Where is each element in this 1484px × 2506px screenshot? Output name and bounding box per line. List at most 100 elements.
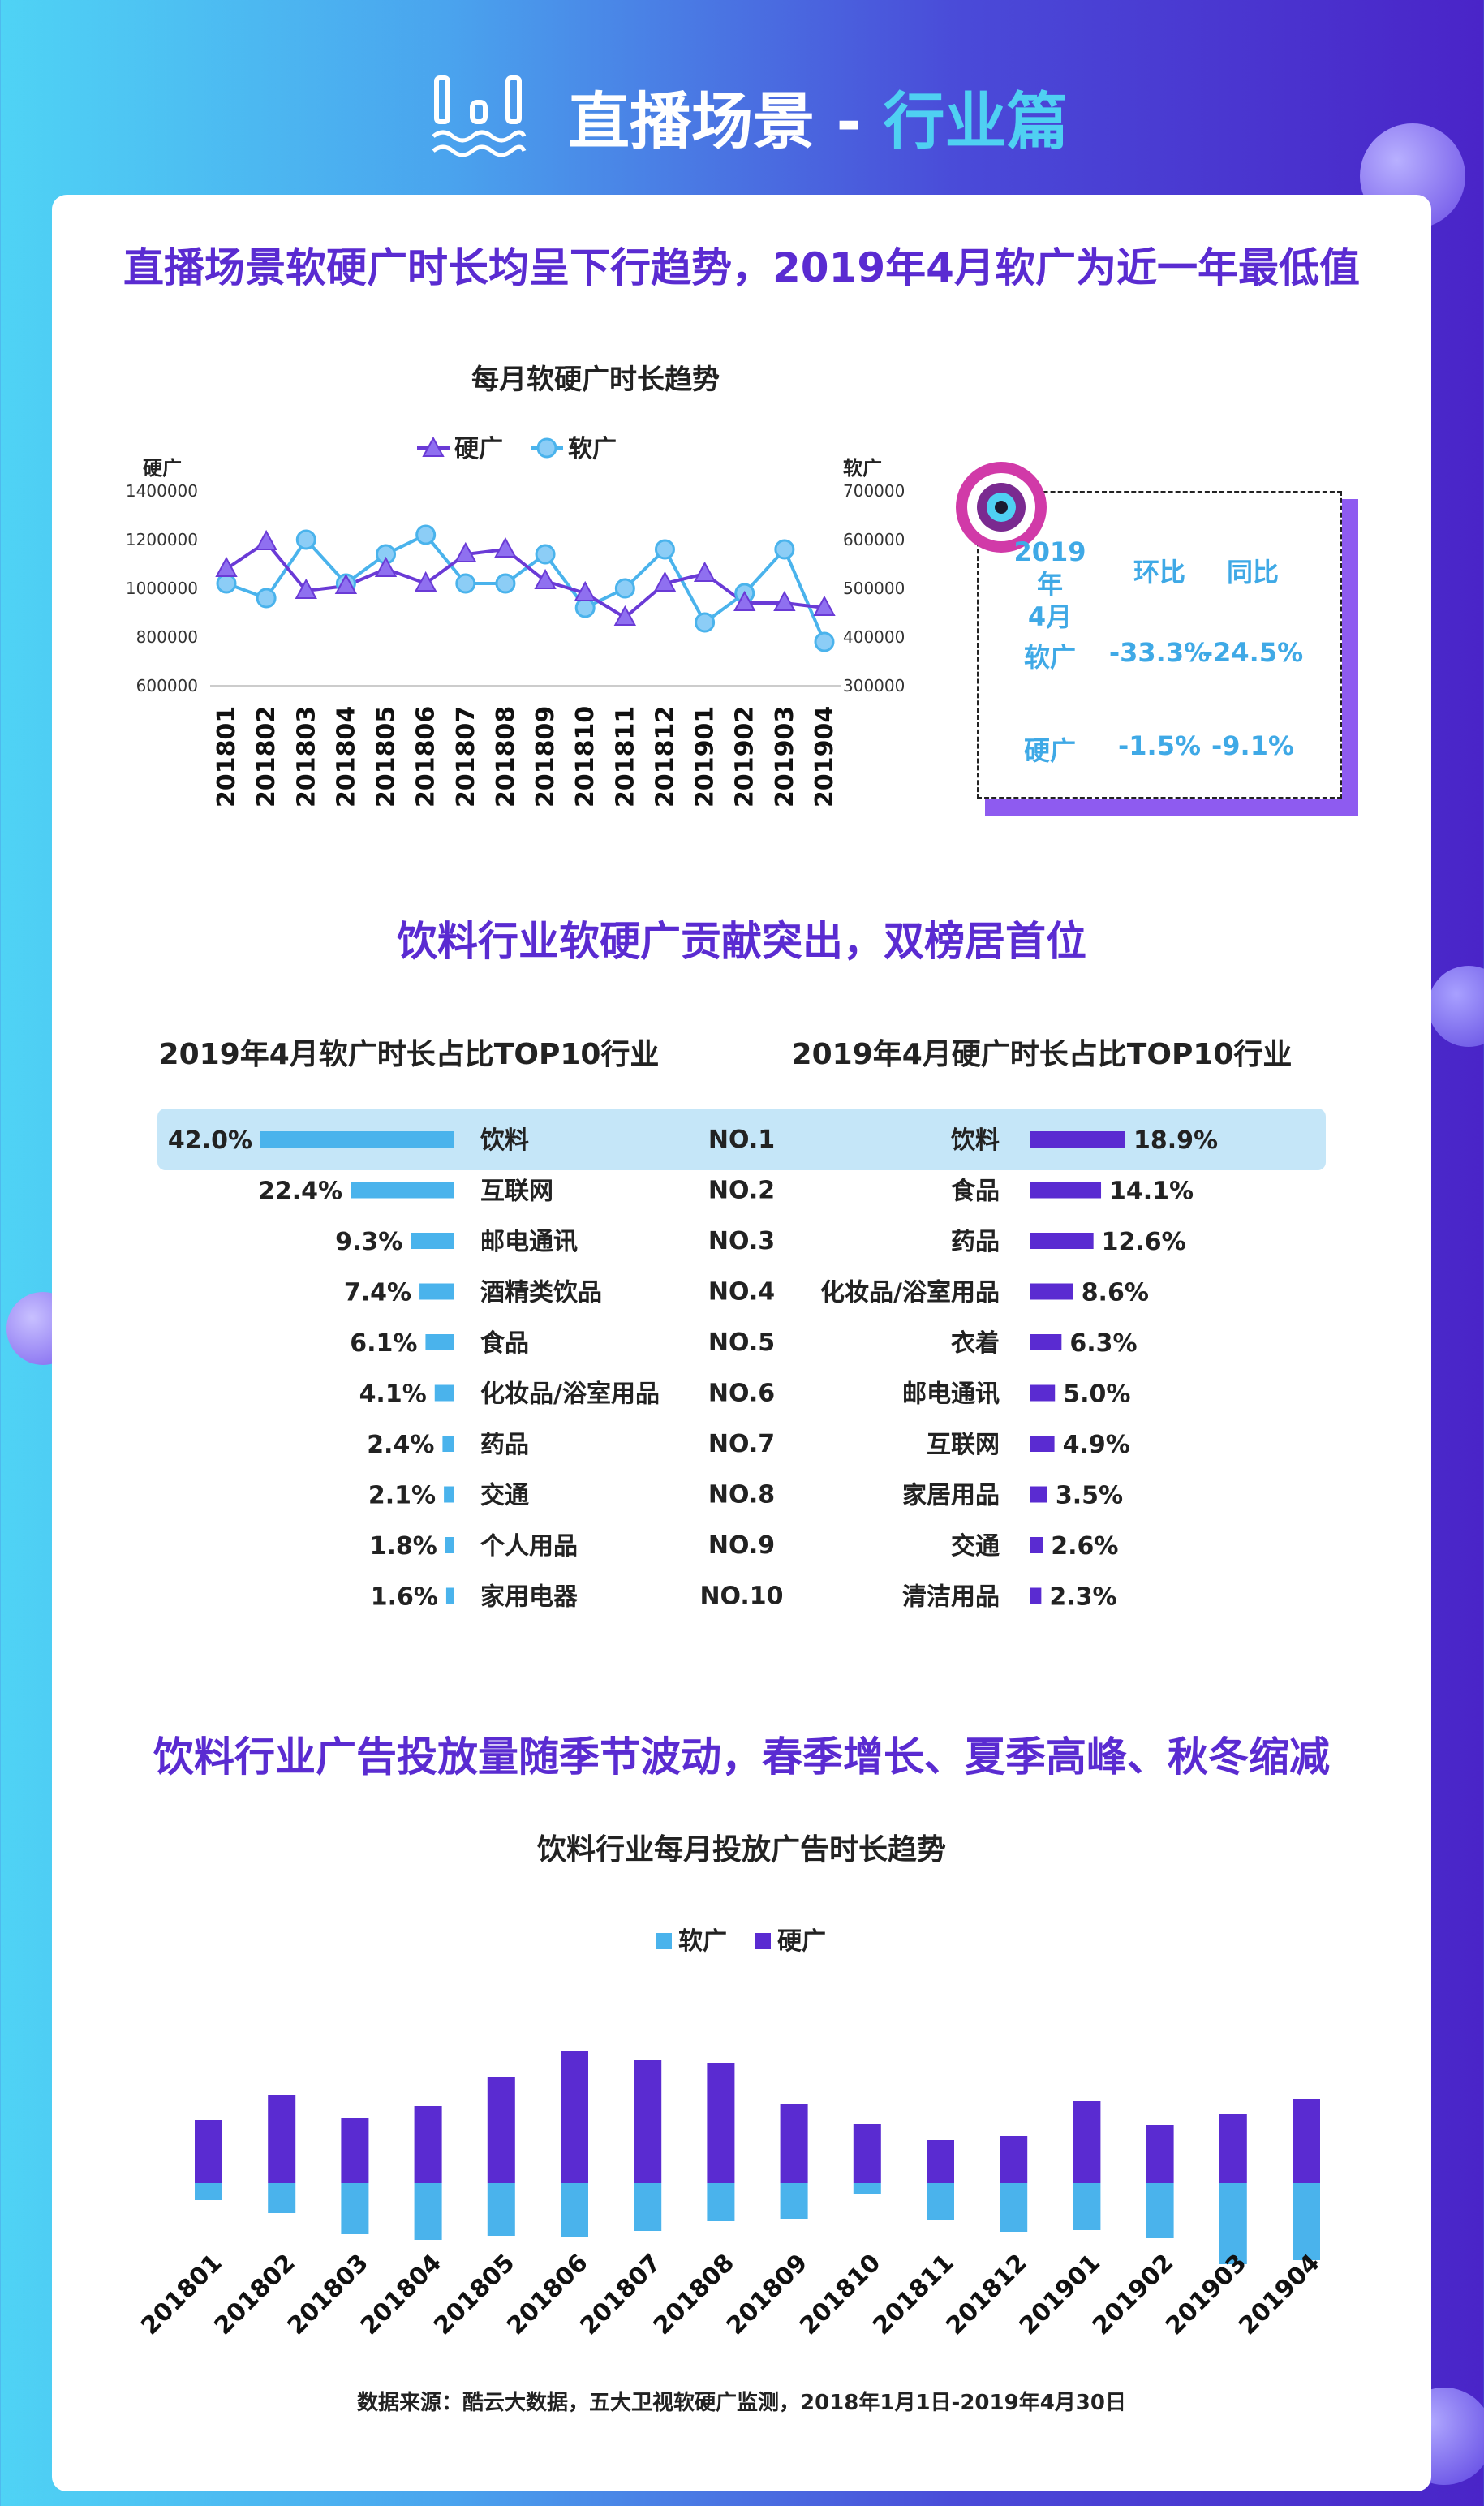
section2-heading: 饮料行业软硬广贡献突出，双榜居首位 <box>397 918 1086 965</box>
soft-data-point <box>295 529 316 550</box>
hard-bar <box>1030 1486 1047 1503</box>
soft-industry-label: 化妆品/浴室用品 <box>480 1380 660 1409</box>
soft-bar <box>411 1233 454 1249</box>
hard-industry-label: 药品 <box>951 1228 1000 1256</box>
x-tick-label: 201903 <box>1160 2249 1252 2340</box>
stats-row-hard-mom: -1.5% <box>1117 730 1202 761</box>
soft-value-label: 2.4% <box>367 1431 434 1459</box>
page-title-accent: 行业篇 <box>883 85 1069 157</box>
x-tick-label: 201809 <box>531 706 560 807</box>
hard-top10-title: 2019年4月硬广时长占比TOP10行业 <box>791 1038 1293 1071</box>
x-tick-label: 201803 <box>282 2249 374 2340</box>
stats-row-hard-yoy: -9.1% <box>1211 730 1295 761</box>
hard-data-point <box>693 561 716 582</box>
y-left-tick-label: 1200000 <box>126 530 198 549</box>
soft-data-point <box>574 597 596 618</box>
legend-soft-label: 软广 <box>568 435 617 463</box>
top10-rank-chart: 42.0% 饮料 NO.1 22.4% 互联网 NO.2 9.3% 邮电通讯 NO.3 7.4% 酒… <box>157 1109 1326 1612</box>
hard-bar <box>487 2077 515 2183</box>
hard-bar <box>1030 1537 1043 1553</box>
eye-target-icon <box>956 462 1047 553</box>
soft-series-line <box>226 532 826 643</box>
soft-data-point <box>654 539 675 560</box>
y-left-axis-label: 硬广 <box>143 457 182 480</box>
hard-series-line <box>225 540 825 620</box>
soft-bar <box>445 1537 454 1553</box>
soft-bar <box>419 1283 454 1300</box>
x-tick-label: 201804 <box>355 2249 447 2340</box>
x-tick-label: 201812 <box>941 2249 1033 2340</box>
hard-bar <box>1073 2101 1101 2183</box>
x-tick-label: 201901 <box>691 706 720 807</box>
x-tick-label: 201902 <box>731 706 759 807</box>
soft-bar <box>561 2183 588 2237</box>
hard-bar <box>1030 1233 1094 1249</box>
soft-bar <box>780 2183 808 2219</box>
hard-bar <box>634 2060 662 2183</box>
soft-value-label: 22.4% <box>258 1178 342 1206</box>
x-tick-label: 201808 <box>648 2249 740 2340</box>
rank-label: NO.5 <box>708 1328 775 1357</box>
soft-value-label: 1.6% <box>371 1583 438 1612</box>
hard-industry-label: 清洁用品 <box>902 1583 1000 1612</box>
x-tick-label: 201801 <box>213 706 241 807</box>
rank-label: NO.3 <box>708 1227 775 1255</box>
hard-data-point <box>255 529 277 550</box>
soft-bar <box>414 2183 442 2240</box>
hard-data-point <box>773 590 796 611</box>
y-right-tick-label: 400000 <box>843 627 905 647</box>
soft-industry-label: 邮电通讯 <box>480 1228 578 1256</box>
hard-bar <box>1000 2136 1028 2183</box>
hard-bar <box>780 2104 808 2183</box>
rank-label: NO.9 <box>708 1531 775 1560</box>
x-tick-label: 201807 <box>575 2249 667 2340</box>
x-tick-label: 201805 <box>428 2249 520 2340</box>
hard-value-label: 12.6% <box>1102 1228 1186 1256</box>
top-rank-highlight-row <box>157 1109 1326 1170</box>
soft-bar <box>1146 2183 1174 2238</box>
hard-value-label: 2.6% <box>1051 1532 1118 1561</box>
page-title: 直播场景 - 行业篇 <box>568 85 1069 157</box>
hard-data-point <box>574 580 596 601</box>
x-tick-label: 201801 <box>135 2249 227 2340</box>
y-right-axis-label: 软广 <box>843 457 882 480</box>
stats-col-mom: 环比 <box>1133 557 1185 588</box>
soft-bar <box>268 2183 296 2213</box>
hard-value-label: 18.9% <box>1133 1126 1218 1155</box>
hard-industry-label: 邮电通讯 <box>902 1380 1000 1409</box>
hard-value-label: 8.6% <box>1082 1279 1149 1307</box>
hard-bar <box>561 2051 588 2183</box>
x-tick-label: 201810 <box>571 706 600 807</box>
hard-data-point <box>813 595 836 616</box>
hard-bar <box>927 2140 954 2183</box>
soft-data-point <box>216 573 237 594</box>
legend-hard-swatch <box>755 1933 771 1949</box>
soft-industry-label: 交通 <box>480 1482 529 1510</box>
legend-triangle-icon <box>422 436 445 457</box>
legend-circle-icon <box>536 437 557 459</box>
soft-industry-label: 药品 <box>480 1431 529 1459</box>
soft-industry-label: 食品 <box>480 1329 529 1358</box>
soft-value-label: 42.0% <box>168 1126 252 1155</box>
hard-industry-label: 化妆品/浴室用品 <box>820 1279 1000 1307</box>
stats-box-panel <box>977 491 1342 799</box>
soft-bar <box>444 1486 454 1503</box>
stats-box: 2019年 4月 环比 同比 软广 -33.3% -24.5% 硬广 -1.5%… <box>953 459 1358 816</box>
x-tick-label: 201811 <box>611 706 639 807</box>
hard-industry-label: 食品 <box>951 1178 1000 1206</box>
soft-data-point <box>774 539 795 560</box>
hard-bar <box>341 2118 369 2183</box>
soft-industry-label: 个人用品 <box>480 1532 578 1561</box>
x-tick-label: 201807 <box>452 706 480 807</box>
soft-bar <box>445 1587 454 1604</box>
x-tick-label: 201904 <box>811 706 839 807</box>
soft-data-point <box>614 578 635 599</box>
soft-industry-label: 酒精类饮品 <box>480 1279 602 1307</box>
bar-legend-hard-label: 硬广 <box>777 1927 826 1956</box>
hard-data-point <box>494 536 517 558</box>
x-tick-label: 201806 <box>412 706 441 807</box>
rank-label: NO.7 <box>708 1430 775 1458</box>
soft-data-point <box>415 524 437 545</box>
soft-industry-label: 互联网 <box>480 1178 553 1206</box>
hard-bar <box>195 2120 222 2183</box>
